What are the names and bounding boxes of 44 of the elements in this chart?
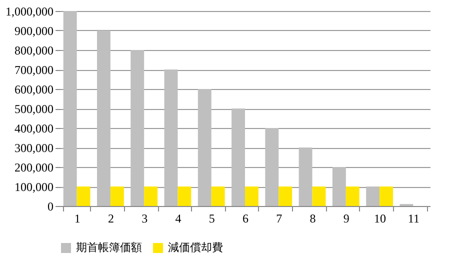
- bar: [265, 128, 279, 206]
- x-tick-label: 11: [408, 212, 420, 226]
- y-tick-label: 600,000: [14, 82, 54, 96]
- legend-label: 減価償却費: [168, 241, 223, 254]
- y-tick-label: 200,000: [14, 160, 54, 174]
- bar: [332, 167, 346, 206]
- bar: [76, 186, 90, 206]
- y-tick-label: 700,000: [14, 63, 54, 77]
- x-tick-label: 5: [208, 212, 215, 226]
- x-tick-label: 6: [242, 212, 248, 226]
- bar: [198, 89, 212, 206]
- x-tick-label: 4: [175, 212, 182, 226]
- y-tick-label: 900,000: [14, 24, 54, 38]
- bar: [278, 186, 292, 206]
- y-tick-label: 400,000: [14, 122, 54, 136]
- x-tick-label: 2: [108, 212, 114, 226]
- bar: [366, 186, 380, 206]
- bar: [346, 186, 360, 206]
- bar: [380, 186, 393, 206]
- x-tick-label: 9: [343, 212, 350, 226]
- legend-label: 期首帳簿価額: [76, 241, 142, 254]
- y-tick-label: 0: [48, 200, 54, 214]
- y-tick-label: 800,000: [14, 44, 54, 58]
- bar: [312, 186, 326, 206]
- y-tick-label: 100,000: [14, 180, 54, 194]
- x-tick-label: 8: [310, 212, 316, 226]
- x-tick-label: 10: [374, 212, 386, 226]
- bar: [298, 148, 312, 206]
- y-tick-label: 1,000,000: [6, 4, 54, 18]
- y-tick-label: 500,000: [14, 102, 54, 116]
- bar: [110, 186, 124, 206]
- bar: [178, 186, 192, 206]
- bar: [130, 50, 144, 206]
- bar: [211, 186, 225, 206]
- bar: [63, 11, 77, 206]
- bar: [97, 30, 110, 206]
- y-tick-label: 300,000: [14, 141, 54, 155]
- bar: [164, 70, 178, 206]
- x-tick-label: 3: [142, 212, 148, 226]
- bar: [144, 186, 158, 206]
- x-tick-label: 7: [276, 212, 282, 226]
- bar: [232, 108, 245, 206]
- x-tick-label: 1: [74, 212, 80, 226]
- bar: [245, 186, 258, 206]
